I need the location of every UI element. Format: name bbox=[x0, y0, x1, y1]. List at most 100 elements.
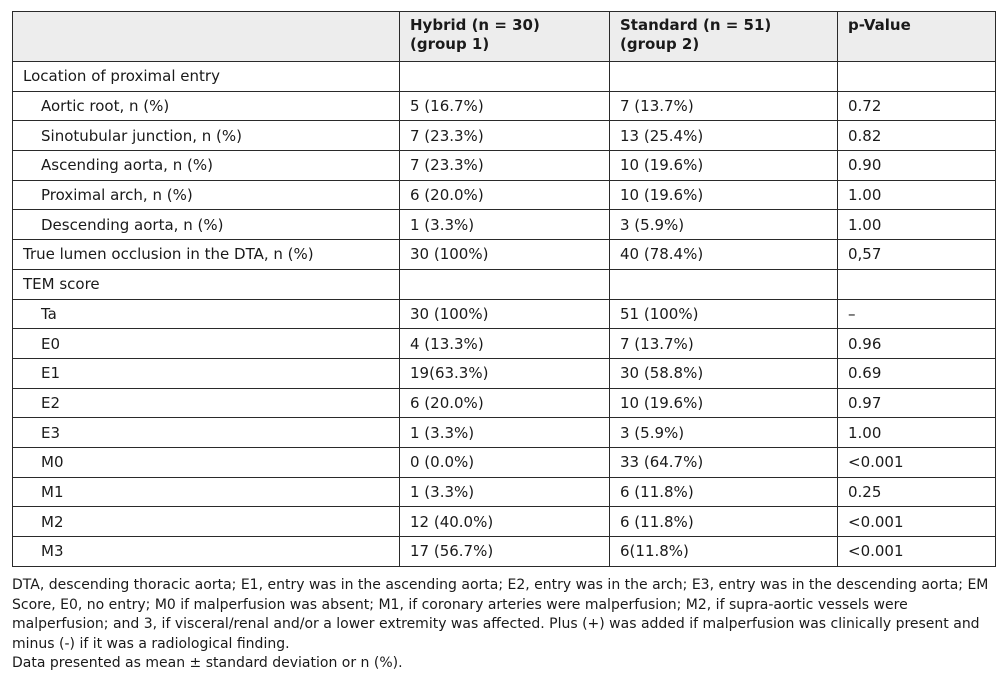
p-value-cell: – bbox=[837, 298, 996, 330]
hybrid-value-cell: 7 (23.3%) bbox=[399, 120, 610, 152]
standard-value-cell: 10 (19.6%) bbox=[609, 387, 838, 419]
hybrid-value-cell: 4 (13.3%) bbox=[399, 328, 610, 359]
hybrid-value-cell: 30 (100%) bbox=[399, 239, 610, 270]
hybrid-value-cell bbox=[399, 61, 610, 92]
header-label-cell bbox=[12, 11, 400, 62]
table-row: Aortic root, n (%) 5 (16.7%) 7 (13.7%) 0.72 bbox=[12, 90, 996, 122]
table-row: M3 17 (56.7%) 6(11.8%) <0.001 bbox=[12, 536, 996, 567]
p-value-cell: 1.00 bbox=[837, 209, 996, 241]
p-value-cell: 0.69 bbox=[837, 357, 996, 389]
hybrid-value-cell: 1 (3.3%) bbox=[399, 476, 610, 508]
table-row: Descending aorta, n (%) 1 (3.3%) 3 (5.9%) 1… bbox=[12, 209, 996, 241]
row-label-cell: Sinotubular junction, n (%) bbox=[12, 120, 400, 152]
p-value-cell bbox=[837, 268, 996, 300]
standard-value-cell: 51 (100%) bbox=[609, 298, 838, 330]
data-presentation-note: Data presented as mean ± standard deviat… bbox=[12, 655, 403, 672]
table-row: E3 1 (3.3%) 3 (5.9%) 1.00 bbox=[12, 417, 996, 448]
row-label-cell: True lumen occlusion in the DTA, n (%) bbox=[12, 239, 400, 270]
table-row: TEM score bbox=[12, 268, 996, 300]
table-row: Location of proximal entry bbox=[12, 61, 996, 92]
p-value-cell: 0.97 bbox=[837, 387, 996, 419]
standard-value-cell: 40 (78.4%) bbox=[609, 239, 838, 270]
row-label-cell: E3 bbox=[12, 417, 400, 448]
table-row: Sinotubular junction, n (%) 7 (23.3%) 13 (… bbox=[12, 120, 996, 152]
p-value-cell: 0,57 bbox=[837, 239, 996, 270]
row-label-cell: Ascending aorta, n (%) bbox=[12, 150, 400, 181]
hybrid-value-cell: 12 (40.0%) bbox=[399, 506, 610, 537]
p-value-cell: <0.001 bbox=[837, 536, 996, 567]
row-label-cell: E2 bbox=[12, 387, 400, 419]
header-hybrid-title: Hybrid (n = 30) bbox=[410, 16, 540, 34]
table-row: M2 12 (40.0%) 6 (11.8%) <0.001 bbox=[12, 506, 996, 537]
header-standard-subtitle: (group 2) bbox=[620, 35, 700, 53]
table-footnotes: DTA, descending thoracic aorta; E1, entr… bbox=[12, 576, 992, 674]
standard-value-cell bbox=[609, 268, 838, 300]
table-row: E2 6 (20.0%) 10 (19.6%) 0.97 bbox=[12, 387, 996, 419]
hybrid-value-cell: 30 (100%) bbox=[399, 298, 610, 330]
hybrid-value-cell: 7 (23.3%) bbox=[399, 150, 610, 181]
p-value-cell: 1.00 bbox=[837, 417, 996, 448]
hybrid-value-cell: 0 (0.0%) bbox=[399, 446, 610, 478]
hybrid-value-cell: 17 (56.7%) bbox=[399, 536, 610, 567]
row-label-cell: M3 bbox=[12, 536, 400, 567]
p-value-cell: 0.82 bbox=[837, 120, 996, 152]
header-row: Hybrid (n = 30) (group 1) Standard (n = … bbox=[12, 11, 996, 62]
standard-value-cell: 3 (5.9%) bbox=[609, 209, 838, 241]
table-row: M0 0 (0.0%) 33 (64.7%) <0.001 bbox=[12, 446, 996, 478]
row-label-cell: M1 bbox=[12, 476, 400, 508]
standard-value-cell: 10 (19.6%) bbox=[609, 179, 838, 211]
header-p-value: p-Value bbox=[837, 11, 996, 62]
standard-value-cell: 7 (13.7%) bbox=[609, 328, 838, 359]
standard-value-cell: 10 (19.6%) bbox=[609, 150, 838, 181]
standard-value-cell bbox=[609, 61, 838, 92]
row-label-cell: Proximal arch, n (%) bbox=[12, 179, 400, 211]
row-label-cell: E1 bbox=[12, 357, 400, 389]
table-row: Ta 30 (100%) 51 (100%) – bbox=[12, 298, 996, 330]
table-row: E0 4 (13.3%) 7 (13.7%) 0.96 bbox=[12, 328, 996, 359]
p-value-cell: <0.001 bbox=[837, 506, 996, 537]
standard-value-cell: 6 (11.8%) bbox=[609, 476, 838, 508]
standard-value-cell: 6 (11.8%) bbox=[609, 506, 838, 537]
standard-value-cell: 13 (25.4%) bbox=[609, 120, 838, 152]
hybrid-value-cell bbox=[399, 268, 610, 300]
standard-value-cell: 3 (5.9%) bbox=[609, 417, 838, 448]
table-row: True lumen occlusion in the DTA, n (%) 30… bbox=[12, 239, 996, 270]
results-table: Hybrid (n = 30) (group 1) Standard (n = … bbox=[12, 11, 996, 567]
row-label-cell: M2 bbox=[12, 506, 400, 537]
hybrid-value-cell: 5 (16.7%) bbox=[399, 90, 610, 122]
row-label-cell: Descending aorta, n (%) bbox=[12, 209, 400, 241]
row-label-cell: Location of proximal entry bbox=[12, 61, 400, 92]
standard-value-cell: 33 (64.7%) bbox=[609, 446, 838, 478]
header-standard-group: Standard (n = 51) (group 2) bbox=[609, 11, 838, 62]
table-row: M1 1 (3.3%) 6 (11.8%) 0.25 bbox=[12, 476, 996, 508]
table-container: Hybrid (n = 30) (group 1) Standard (n = … bbox=[12, 11, 996, 567]
row-label-cell: TEM score bbox=[12, 268, 400, 300]
standard-value-cell: 7 (13.7%) bbox=[609, 90, 838, 122]
hybrid-value-cell: 6 (20.0%) bbox=[399, 387, 610, 419]
header-standard-title: Standard (n = 51) bbox=[620, 16, 772, 34]
table-row: E1 19(63.3%) 30 (58.8%) 0.69 bbox=[12, 357, 996, 389]
p-value-cell bbox=[837, 61, 996, 92]
row-label-cell: M0 bbox=[12, 446, 400, 478]
header-hybrid-subtitle: (group 1) bbox=[410, 35, 490, 53]
p-value-cell: 0.72 bbox=[837, 90, 996, 122]
row-label-cell: E0 bbox=[12, 328, 400, 359]
p-value-cell: 0.90 bbox=[837, 150, 996, 181]
abbreviations-note: DTA, descending thoracic aorta; E1, entr… bbox=[12, 577, 989, 652]
row-label-cell: Aortic root, n (%) bbox=[12, 90, 400, 122]
hybrid-value-cell: 19(63.3%) bbox=[399, 357, 610, 389]
row-label-cell: Ta bbox=[12, 298, 400, 330]
standard-value-cell: 30 (58.8%) bbox=[609, 357, 838, 389]
p-value-cell: <0.001 bbox=[837, 446, 996, 478]
hybrid-value-cell: 6 (20.0%) bbox=[399, 179, 610, 211]
p-value-cell: 0.25 bbox=[837, 476, 996, 508]
table-body: Location of proximal entry Aortic root, n… bbox=[12, 61, 996, 567]
table-row: Ascending aorta, n (%) 7 (23.3%) 10 (19.6%… bbox=[12, 150, 996, 181]
hybrid-value-cell: 1 (3.3%) bbox=[399, 209, 610, 241]
header-hybrid-group: Hybrid (n = 30) (group 1) bbox=[399, 11, 610, 62]
p-value-cell: 1.00 bbox=[837, 179, 996, 211]
standard-value-cell: 6(11.8%) bbox=[609, 536, 838, 567]
hybrid-value-cell: 1 (3.3%) bbox=[399, 417, 610, 448]
p-value-cell: 0.96 bbox=[837, 328, 996, 359]
table-row: Proximal arch, n (%) 6 (20.0%) 10 (19.6%) 1… bbox=[12, 179, 996, 211]
